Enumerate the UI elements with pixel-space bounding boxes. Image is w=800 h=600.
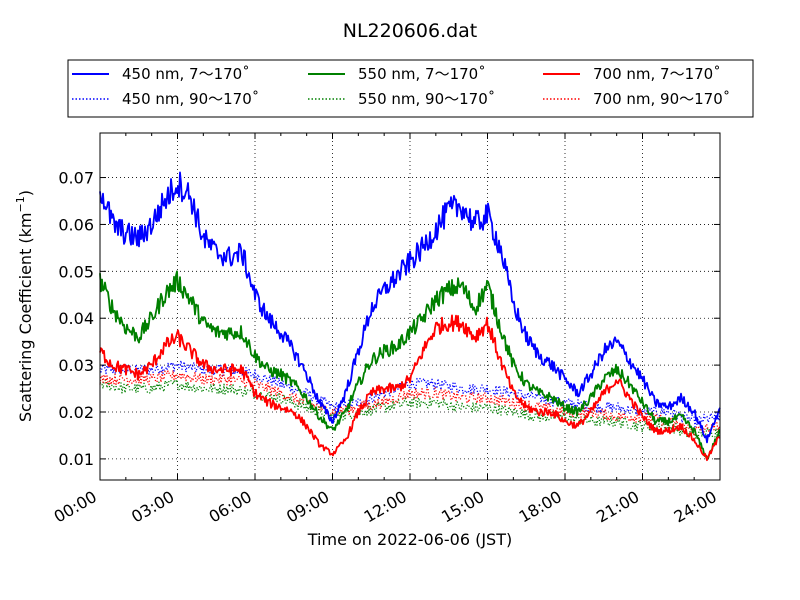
x-tick-label: 06:00 bbox=[206, 487, 255, 527]
y-tick-label: 0.02 bbox=[58, 403, 94, 422]
x-tick-label: 09:00 bbox=[283, 487, 332, 527]
series-line-2 bbox=[99, 359, 721, 428]
x-tick-label: 00:00 bbox=[51, 487, 100, 527]
y-tick-label: 0.04 bbox=[58, 309, 94, 328]
y-axis-label-text: Scattering Coefficient (km bbox=[16, 212, 35, 422]
y-tick-label: 0.06 bbox=[58, 215, 94, 234]
x-tick-label: 15:00 bbox=[438, 487, 487, 527]
series-line-4 bbox=[99, 378, 721, 441]
x-tick-label: 24:00 bbox=[671, 487, 720, 527]
legend-box bbox=[67, 59, 754, 118]
x-tick-label: 21:00 bbox=[593, 487, 642, 527]
legend-label: 450 nm, 90～170˚ bbox=[122, 90, 259, 108]
series-line-5 bbox=[99, 314, 721, 462]
y-tick-label: 0.03 bbox=[58, 356, 94, 375]
x-tick-label: 18:00 bbox=[516, 487, 565, 527]
x-tick-label: 03:00 bbox=[128, 487, 177, 527]
x-tick-label: 12:00 bbox=[361, 487, 410, 527]
y-tick-label: 0.01 bbox=[58, 450, 94, 469]
y-tick-label: 0.07 bbox=[58, 169, 94, 188]
legend-label: 700 nm, 90～170˚ bbox=[593, 90, 730, 108]
series-layer bbox=[99, 171, 721, 462]
legend-label: 450 nm, 7～170˚ bbox=[122, 65, 250, 83]
legend-label: 700 nm, 7～170˚ bbox=[593, 65, 721, 83]
legend-label: 550 nm, 7～170˚ bbox=[358, 65, 486, 83]
series-line-3 bbox=[99, 270, 721, 460]
series-line-1 bbox=[99, 171, 721, 444]
chart-title: NL220606.dat bbox=[343, 20, 478, 42]
y-axis-label: Scattering Coefficient (km−1) bbox=[14, 190, 35, 422]
legend-label: 550 nm, 90～170˚ bbox=[358, 90, 495, 108]
y-axis-label-superscript: −1 bbox=[14, 196, 27, 212]
y-tick-labels: 0.01 0.02 0.03 0.04 0.05 0.06 0.07 bbox=[58, 169, 94, 469]
x-tick-labels: 00:00 03:00 06:00 09:00 12:00 15:00 18:00 21:00… bbox=[51, 487, 720, 527]
plot-area bbox=[99, 132, 721, 481]
y-tick-label: 0.05 bbox=[58, 262, 94, 281]
x-axis-label: Time on 2022-06-06 (JST) bbox=[307, 530, 512, 549]
axis-ticks bbox=[99, 133, 721, 480]
y-axis-label-close: ) bbox=[16, 190, 35, 196]
chart-legend: 450 nm, 7～170˚ 450 nm, 90～170˚ 550 nm, 7～1… bbox=[67, 59, 754, 118]
